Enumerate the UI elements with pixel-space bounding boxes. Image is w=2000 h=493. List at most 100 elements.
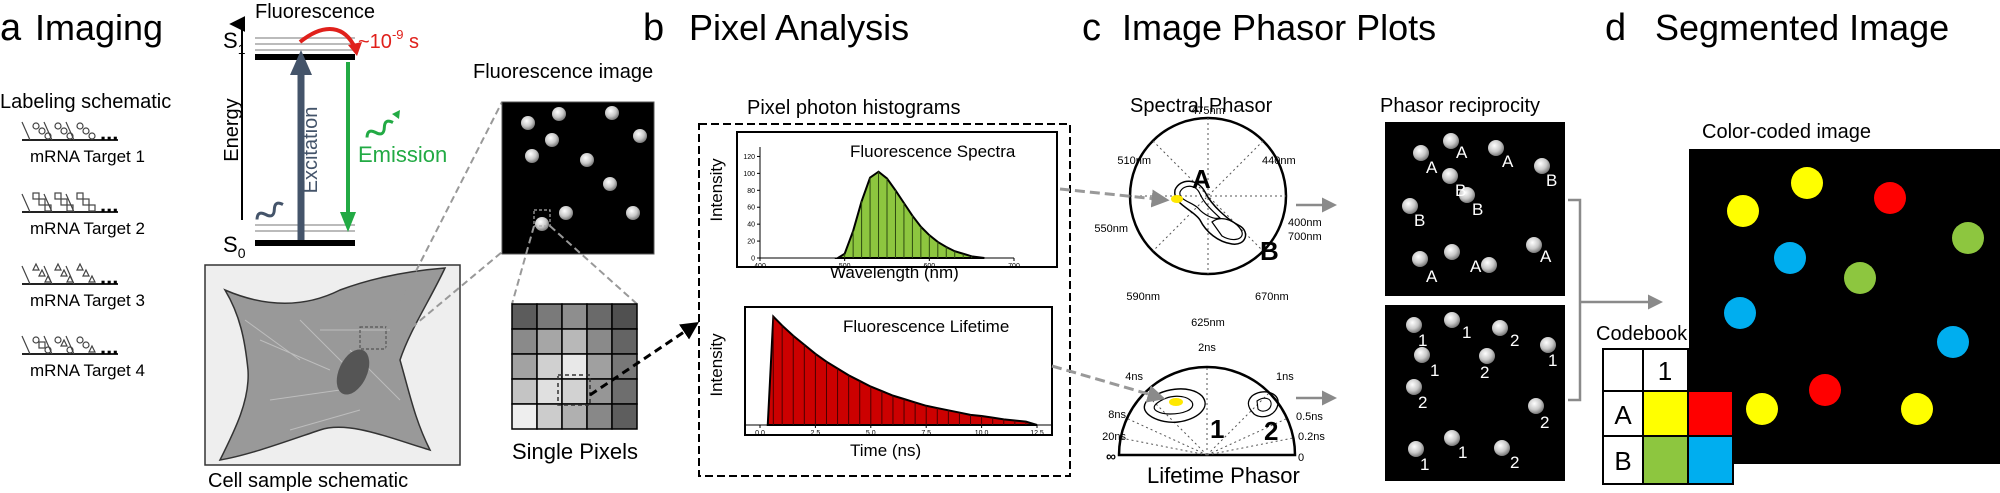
spectra-ytick-label: 60: [747, 205, 755, 212]
spectra-yticks: 0 20 40 60 80 100 120: [743, 154, 760, 263]
fluorescence-image-title: Fluorescence image: [473, 61, 653, 83]
spectra-ytick-label: 20: [747, 239, 755, 246]
panel-b: b Pixel Analysis Pixel photon histograms…: [643, 7, 1071, 477]
lifetime-tick-20ns: 20ns: [1102, 431, 1126, 443]
lifetime-phasor: 1 2 2ns 1ns 0.5ns 0.2ns 0 4ns 8ns 20ns ∞…: [1102, 342, 1325, 488]
recip-bottom-label: 2: [1510, 331, 1519, 350]
energy-label: Energy: [221, 98, 243, 161]
labeling-schematic-title: Labeling schematic: [0, 91, 171, 113]
single-pixels-grid: [511, 303, 638, 430]
mrna-target-1-label: mRNA Target 1: [30, 147, 145, 166]
lifetime-title: Fluorescence Lifetime: [843, 317, 1009, 336]
panel-c: c Image Phasor Plots Spectral Phasor A B…: [1051, 7, 1663, 488]
panel-a-title: Imaging: [35, 7, 163, 48]
single-pixels-label: Single Pixels: [512, 439, 638, 464]
spectra-xtick-label: 700: [1008, 263, 1020, 270]
lifetime-xtick-label: 10.0: [975, 430, 989, 437]
emission-label: Emission: [358, 142, 447, 167]
recip-bottom-label: 1: [1418, 331, 1427, 350]
panel-b-letter: b: [643, 7, 664, 49]
cell-zoom-box: [359, 326, 387, 350]
excitation-photon-icon: [255, 201, 284, 220]
codebook-cell-b2: [1688, 436, 1733, 484]
spectra-title: Fluorescence Spectra: [850, 142, 1016, 161]
histograms-title: Pixel photon histograms: [747, 97, 960, 119]
lifetime-xtick-label: 2.5: [811, 430, 821, 437]
mrna-target-3-schematic: ...: [21, 262, 118, 289]
spectral-tick-590: 590nm: [1126, 291, 1160, 303]
color-coded-beads: [1724, 167, 1984, 425]
spectral-tick-550: 550nm: [1094, 223, 1128, 235]
spectra-xtick-label: 400: [754, 263, 766, 270]
mrna-target-2-label: mRNA Target 2: [30, 219, 145, 238]
spectra-bars: [844, 171, 973, 258]
fluorescence-image: [501, 101, 655, 255]
spectral-tick-400: 400nm: [1288, 217, 1322, 229]
panel-c-letter: c: [1082, 7, 1101, 49]
codebook-row-b: B: [1614, 446, 1631, 476]
codebook-col-1: 1: [1658, 356, 1672, 386]
recip-top-label: A: [1540, 247, 1552, 266]
jablonski-title: Fluorescence: [255, 1, 375, 23]
histograms-box: [698, 123, 1071, 477]
recip-top-label: A: [1470, 257, 1482, 276]
spectral-label-b: B: [1260, 236, 1279, 266]
recip-top-label: A: [1456, 143, 1468, 162]
lifetime-contour-2: [1247, 391, 1279, 418]
lifetime-tick-4ns: 4ns: [1125, 371, 1143, 383]
spectral-tick-510: 510nm: [1117, 155, 1151, 167]
lifetime-label-2: 2: [1264, 416, 1278, 446]
cell-sample: Cell sample schematic: [204, 264, 461, 492]
mrna-target-4-schematic: ...: [21, 334, 118, 359]
lifetime-tick-02ns: 0.2ns: [1298, 431, 1325, 443]
spectra-xlabel: Wavelength (nm): [830, 263, 959, 282]
lifetime-bars: [772, 316, 1027, 425]
probe-circles-1: [32, 122, 96, 140]
panel-a: a Imaging Labeling schematic ... mRNA Ta…: [0, 1, 699, 492]
selected-pixel-box: [557, 374, 591, 406]
svg-text:...: ...: [100, 120, 118, 145]
spectral-contour: [1174, 180, 1247, 245]
spectral-hotspot: [1171, 195, 1183, 203]
panel-b-title: Pixel Analysis: [689, 7, 909, 48]
spectra-ytick-label: 80: [747, 188, 755, 195]
lifetime-ylabel: Intensity: [707, 333, 726, 397]
recip-top-label: B: [1472, 200, 1483, 219]
mrna-target-1-schematic: ...: [21, 120, 118, 145]
spectra-ylabel: Intensity: [707, 158, 726, 222]
recip-bottom-label: 2: [1480, 363, 1489, 382]
reciprocity-bottom-image: 1 1 2 1 2 1 2 2 1 2 1: [1385, 305, 1565, 481]
relaxation-time-label: ~10-9 s: [358, 27, 419, 53]
codebook-title: Codebook: [1596, 323, 1688, 345]
lifetime-phasor-title: Lifetime Phasor: [1147, 463, 1300, 488]
lifetime-tick-infinity: ∞: [1106, 448, 1116, 464]
codebook-col-2: 2: [1703, 356, 1717, 386]
mrna-target-2-schematic: ...: [21, 192, 118, 217]
nucleus-icon: [336, 349, 370, 395]
cell-sample-caption: Cell sample schematic: [208, 470, 408, 492]
recip-bottom-label: 2: [1418, 393, 1427, 412]
spectra-xtick-label: 500: [839, 263, 851, 270]
panel-a-letter: a: [0, 7, 22, 49]
lifetime-tick-05ns: 0.5ns: [1296, 411, 1323, 423]
spectral-tick-625: 625nm: [1191, 317, 1225, 329]
lifetime-xtick-label: 0.0: [755, 430, 765, 437]
recip-bottom-label: 1: [1458, 443, 1467, 462]
lifetime-tick-2ns: 2ns: [1198, 342, 1216, 354]
spectra-ytick-label: 120: [743, 154, 755, 161]
lifetime-hotspot: [1169, 398, 1183, 406]
svg-text:...: ...: [100, 334, 118, 359]
recip-top-label: A: [1502, 152, 1514, 171]
lifetime-xtick-label: 7.5: [921, 430, 931, 437]
spectra-ytick-label: 100: [743, 171, 755, 178]
recip-bottom-label: 2: [1510, 453, 1519, 472]
mrna-target-4-label: mRNA Target 4: [30, 361, 145, 380]
recip-bottom-label: 1: [1462, 323, 1471, 342]
emission-photon-icon: [365, 119, 394, 138]
codebook-row-a: A: [1614, 400, 1632, 430]
panel-d-title: Segmented Image: [1655, 7, 1949, 48]
recip-top-label: A: [1426, 267, 1438, 286]
spectra-ytick-label: 0: [751, 256, 755, 263]
spectral-tick-440: 440nm: [1262, 155, 1296, 167]
